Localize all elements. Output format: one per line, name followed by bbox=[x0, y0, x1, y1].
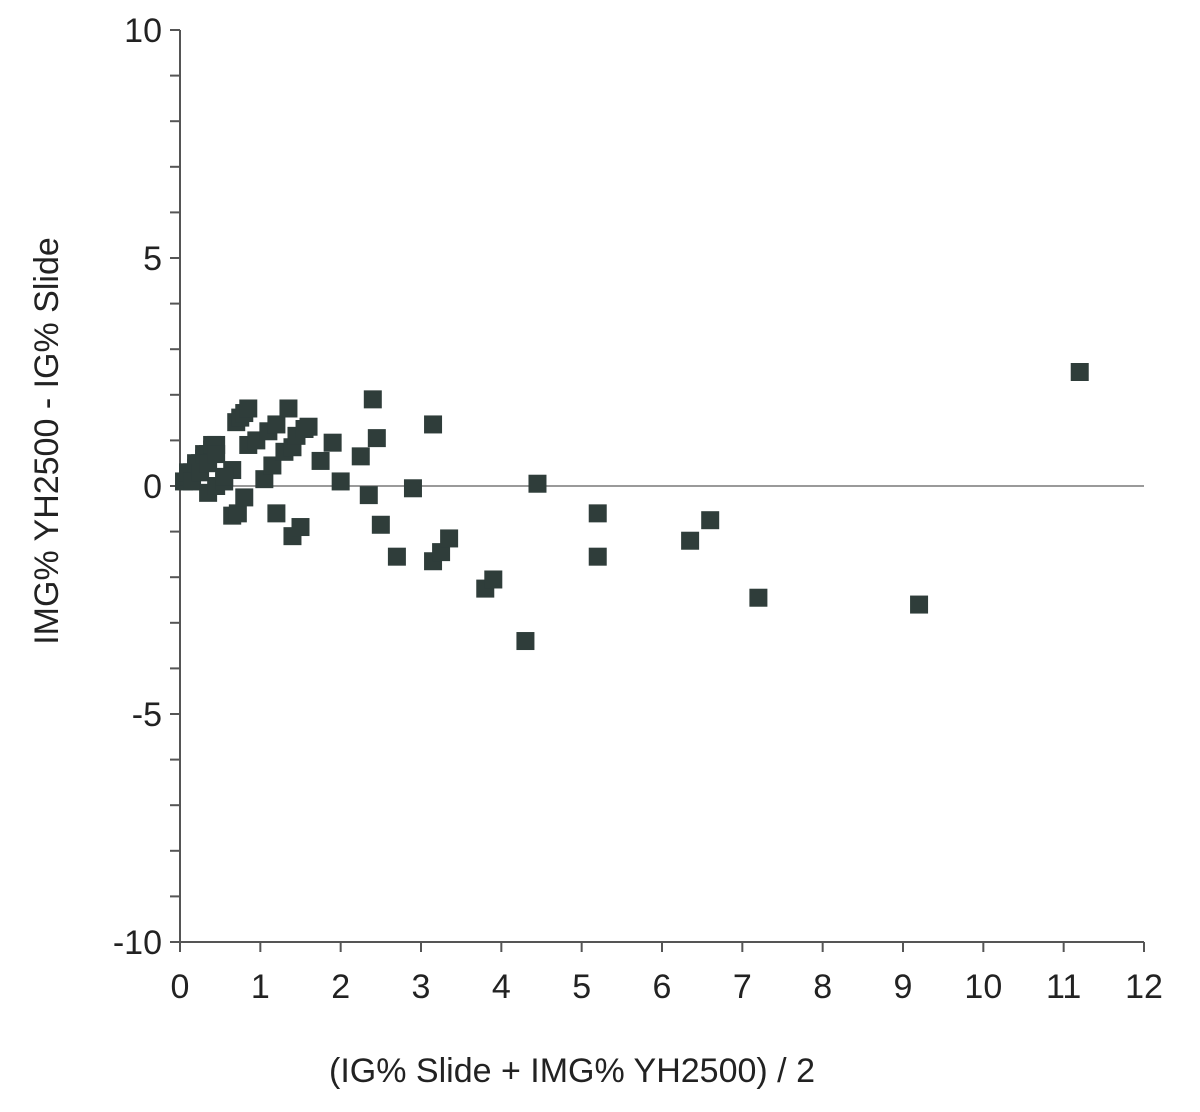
y-tick-label: 10 bbox=[124, 12, 162, 50]
data-point bbox=[367, 429, 386, 448]
data-points bbox=[175, 363, 1089, 651]
y-axis-title: IMG% YH2500 - IG% Slide bbox=[28, 237, 66, 645]
data-point bbox=[588, 547, 607, 566]
x-tick-label: 1 bbox=[251, 968, 270, 1006]
data-point bbox=[239, 399, 258, 418]
data-point bbox=[701, 511, 720, 530]
data-point bbox=[255, 470, 274, 489]
y-axis-ticks: -10 -5 0 5 10 bbox=[113, 12, 180, 962]
x-tick-label: 6 bbox=[653, 968, 672, 1006]
data-point bbox=[403, 479, 422, 498]
data-point bbox=[681, 531, 700, 550]
x-tick-label: 5 bbox=[572, 968, 591, 1006]
x-tick-label: 4 bbox=[492, 968, 511, 1006]
data-point bbox=[311, 451, 330, 470]
x-tick-label: 9 bbox=[894, 968, 913, 1006]
y-tick-label: 5 bbox=[143, 240, 162, 278]
data-point bbox=[215, 467, 234, 486]
data-point bbox=[910, 595, 929, 614]
x-tick-label: 12 bbox=[1125, 968, 1163, 1006]
data-point bbox=[263, 456, 282, 475]
data-point bbox=[351, 447, 370, 466]
x-axis-title: (IG% Slide + IMG% YH2500) / 2 bbox=[329, 1052, 815, 1090]
data-point bbox=[207, 445, 226, 464]
y-tick-label: 0 bbox=[143, 468, 162, 506]
y-tick-label: -10 bbox=[113, 924, 162, 962]
x-tick-label: 2 bbox=[331, 968, 350, 1006]
y-tick-label: -5 bbox=[132, 696, 162, 734]
data-point bbox=[363, 390, 382, 409]
data-point bbox=[1070, 363, 1089, 381]
x-tick-label: 8 bbox=[813, 968, 832, 1006]
data-point bbox=[424, 415, 443, 434]
data-point bbox=[323, 433, 342, 452]
data-point bbox=[299, 417, 318, 436]
data-point bbox=[484, 570, 503, 589]
data-point bbox=[516, 632, 535, 651]
data-point bbox=[235, 488, 254, 507]
data-point bbox=[440, 529, 459, 548]
data-point bbox=[279, 399, 298, 418]
x-tick-label: 3 bbox=[412, 968, 431, 1006]
data-point bbox=[228, 504, 247, 523]
data-point bbox=[371, 515, 390, 534]
data-point bbox=[267, 415, 286, 434]
x-tick-label: 11 bbox=[1046, 968, 1081, 1006]
data-point bbox=[432, 543, 451, 562]
x-tick-label: 0 bbox=[171, 968, 190, 1006]
x-axis-ticks: 0 1 2 3 4 5 6 7 8 9 10 11 12 bbox=[171, 942, 1163, 1006]
data-point bbox=[331, 472, 350, 491]
data-point bbox=[359, 486, 378, 505]
data-point bbox=[267, 504, 286, 523]
x-tick-label: 10 bbox=[964, 968, 1002, 1006]
x-tick-label: 7 bbox=[733, 968, 752, 1006]
data-point bbox=[588, 504, 607, 523]
data-point bbox=[749, 588, 768, 607]
data-point bbox=[387, 547, 406, 566]
data-point bbox=[528, 474, 547, 493]
data-point bbox=[291, 518, 310, 537]
